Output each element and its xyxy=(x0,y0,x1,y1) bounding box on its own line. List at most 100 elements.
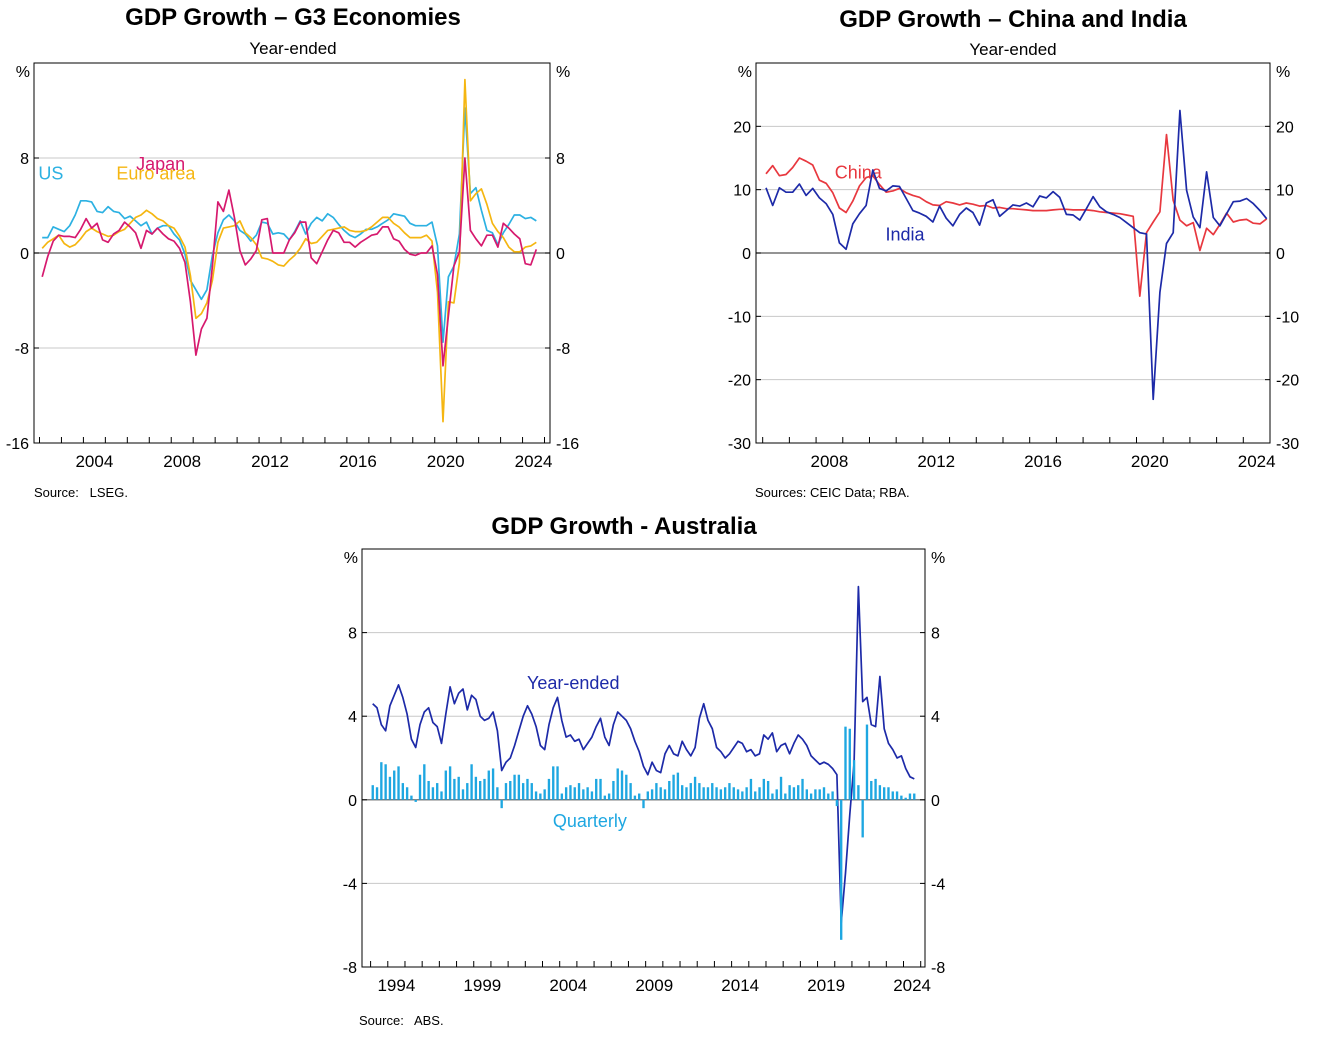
chart-3-bar-quarterly xyxy=(844,726,847,800)
chart-3-bar-quarterly xyxy=(384,764,387,800)
chart-3-xtick-label: 1999 xyxy=(463,976,501,995)
chart-3-bar-quarterly xyxy=(620,770,624,800)
chart-1-source-label: Source: xyxy=(34,485,79,500)
chart-3-bar-quarterly xyxy=(831,791,834,800)
chart-3-bar-quarterly xyxy=(891,791,894,800)
chart-3-yunit-left: % xyxy=(344,550,358,567)
chart-3-bar-quarterly xyxy=(539,793,542,800)
chart-3-xtick-label: 2009 xyxy=(635,976,673,995)
chart-3-bar-quarterly xyxy=(818,789,821,800)
chart-2-ytick-right: -30 xyxy=(1276,436,1299,453)
chart-1-yunit-left: % xyxy=(16,64,30,81)
chart-3-bar-quarterly xyxy=(646,791,649,800)
chart-3-bar-quarterly xyxy=(857,785,860,800)
chart-1-xtick-label: 2004 xyxy=(75,452,113,471)
chart-3-bar-quarterly xyxy=(685,787,688,800)
chart-3-bar-quarterly xyxy=(491,768,495,800)
chart-3-bar-quarterly xyxy=(788,785,791,800)
chart-3-bar-quarterly xyxy=(784,793,787,800)
chart-3-line-year-ended xyxy=(372,585,915,924)
chart-3-bar-quarterly xyxy=(698,783,701,800)
chart-1-source-text: LSEG. xyxy=(89,485,128,500)
chart-3-bar-quarterly xyxy=(732,787,735,800)
chart-3-bar-quarterly xyxy=(762,778,766,800)
chart-2-xtick-label: 2024 xyxy=(1238,452,1276,471)
chart-3-xtick-label: 2014 xyxy=(721,976,759,995)
chart-3-bar-quarterly xyxy=(504,783,508,800)
chart-3-bar-quarterly xyxy=(543,789,546,800)
chart-3-bar-quarterly xyxy=(655,783,658,800)
chart-3-ytick-right: 8 xyxy=(931,626,940,643)
chart-3-bar-quarterly xyxy=(388,776,392,800)
chart-2-ytick-left: 10 xyxy=(733,183,751,200)
chart-3-bar-quarterly xyxy=(848,728,851,800)
chart-3-bar-quarterly xyxy=(586,787,589,800)
chart-3-bar-quarterly xyxy=(904,797,907,800)
chart-1-ytick-right: -8 xyxy=(556,341,570,358)
chart-3-bar-quarterly xyxy=(371,785,374,800)
chart-3-bar-quarterly xyxy=(792,787,796,800)
chart-2-source-label: Sources: xyxy=(755,485,807,500)
chart-3-bar-quarterly xyxy=(573,787,576,800)
chart-3-bar-quarterly xyxy=(410,795,413,800)
chart-1-series-label: Euro area xyxy=(116,163,196,183)
chart-1-yunit-right: % xyxy=(556,64,570,81)
chart-3-bar-quarterly xyxy=(380,762,383,800)
chart-3-bar-quarterly xyxy=(440,791,443,800)
chart-3-bar-quarterly xyxy=(827,793,830,800)
chart-3-bar-quarterly xyxy=(603,795,607,800)
chart-2-line-india xyxy=(765,109,1268,401)
chart-2-line-china xyxy=(765,133,1268,297)
chart-3-bar-quarterly xyxy=(797,785,800,800)
chart-3-bar-quarterly xyxy=(461,789,465,800)
chart-3-xtick-label: 2004 xyxy=(549,976,587,995)
chart-3-yunit-right: % xyxy=(931,550,945,567)
chart-3-bar-quarterly xyxy=(453,778,456,800)
chart-1-title: GDP Growth – G3 Economies xyxy=(125,4,461,31)
chart-3-bar-quarterly xyxy=(758,787,761,800)
chart-3-plot-frame xyxy=(361,548,926,968)
chart-1-line-euro-area xyxy=(41,78,537,423)
chart-3-bar-quarterly xyxy=(401,783,405,800)
chart-3-bar-quarterly xyxy=(444,770,447,800)
chart-3-bar-quarterly xyxy=(865,724,869,800)
chart-3-bar-quarterly xyxy=(754,791,757,800)
chart-3-bar-quarterly xyxy=(397,766,400,800)
chart-2-series-label: India xyxy=(886,224,926,244)
chart-3-bar-quarterly xyxy=(715,787,718,800)
chart-3-bar-quarterly xyxy=(659,787,662,800)
chart-3-bar-quarterly xyxy=(479,780,482,800)
chart-3-bar-quarterly xyxy=(835,799,839,807)
chart-3-bar-quarterly xyxy=(676,772,680,800)
chart-3-bar-quarterly xyxy=(633,795,637,800)
chart-3-bar-quarterly xyxy=(625,774,628,800)
chart-3-bar-quarterly xyxy=(719,789,723,800)
chart-1-ytick-right: 8 xyxy=(556,151,565,168)
chart-2-ytick-right: -10 xyxy=(1276,309,1299,326)
chart-3-bar-quarterly xyxy=(680,785,684,800)
chart-3-bar-quarterly xyxy=(741,791,744,800)
chart-3-bar-quarterly xyxy=(805,789,808,800)
chart-2-xtick-label: 2016 xyxy=(1024,452,1062,471)
chart-3-title: GDP Growth - Australia xyxy=(491,513,757,540)
chart-3-bar-quarterly xyxy=(887,787,890,800)
chart-3-bar-quarterly xyxy=(547,778,551,800)
chart-3-bar-quarterly xyxy=(672,774,675,800)
chart-3-bar-quarterly xyxy=(711,783,714,800)
chart-3-bar-quarterly xyxy=(375,787,379,800)
chart-2-xtick-label: 2012 xyxy=(917,452,955,471)
chart-3-ytick-left: 8 xyxy=(348,626,357,643)
chart-3-ytick-left: -8 xyxy=(343,960,357,977)
chart-3-bar-quarterly xyxy=(509,780,512,800)
chart-3-series-label: Year-ended xyxy=(527,673,619,693)
chart-2-yunit-left: % xyxy=(738,64,752,81)
chart-3-source-label: Source: xyxy=(359,1013,404,1028)
chart-3-bar-quarterly xyxy=(822,787,826,800)
chart-3-bar-quarterly xyxy=(556,766,559,800)
chart-3-bar-quarterly xyxy=(496,787,499,800)
chart-3-bar-quarterly xyxy=(564,787,568,800)
chart-1-ytick-left: -8 xyxy=(15,341,29,358)
chart-1-ytick-right: 0 xyxy=(556,246,565,263)
chart-3-bar-quarterly xyxy=(861,799,864,838)
